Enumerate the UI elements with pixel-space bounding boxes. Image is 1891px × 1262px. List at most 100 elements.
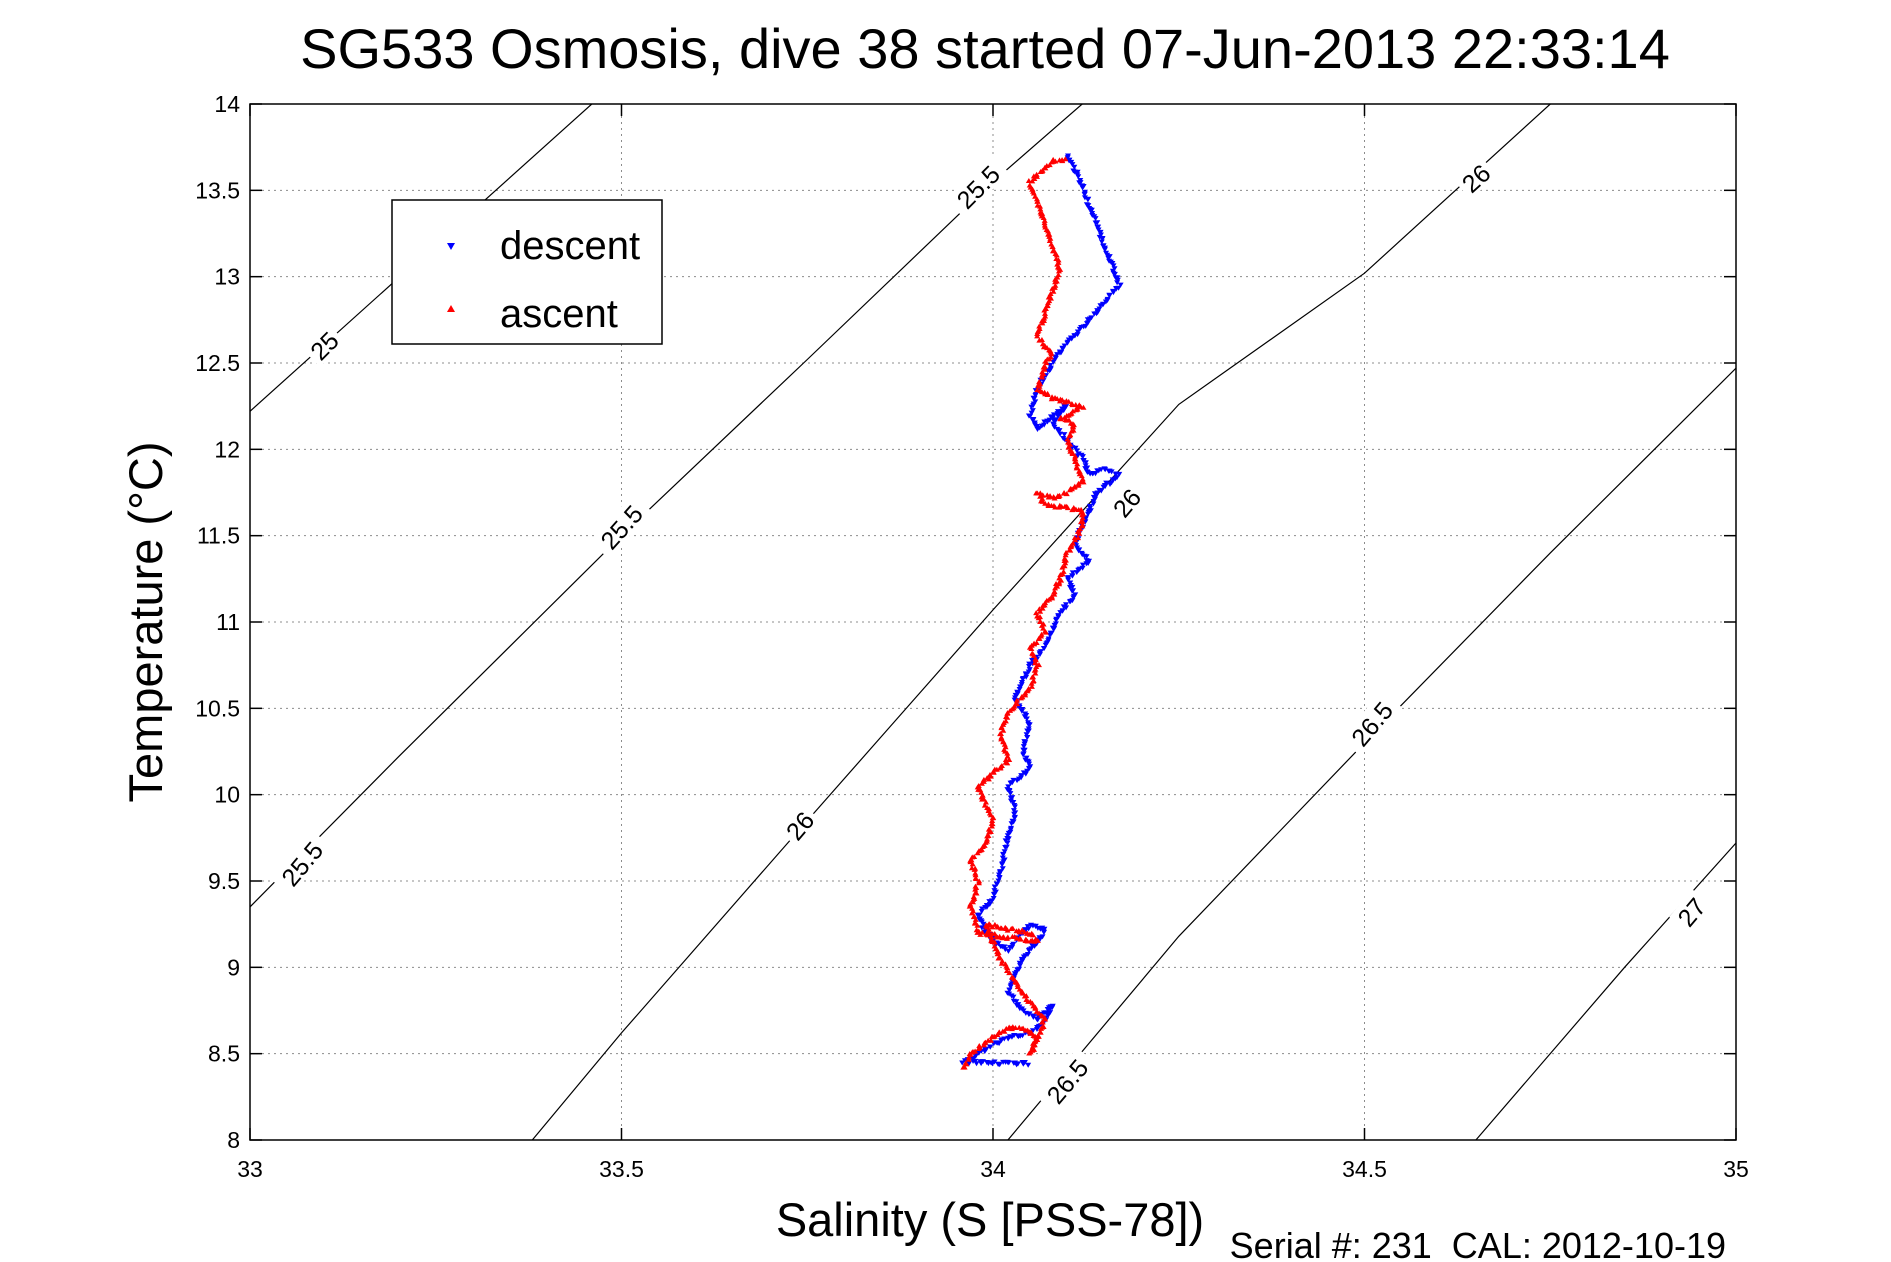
ascent-point — [1075, 535, 1082, 541]
x-tick-label: 33.5 — [599, 1156, 644, 1182]
x-tick-label: 35 — [1723, 1156, 1749, 1182]
descent-point — [1008, 821, 1015, 827]
ascent-point — [986, 772, 993, 778]
descent-point — [1091, 311, 1098, 317]
descent-point — [1053, 618, 1060, 624]
ascent-point — [1030, 674, 1037, 680]
ascent-point — [992, 946, 999, 952]
descent-point — [1029, 943, 1036, 949]
ascent-point — [1065, 444, 1072, 450]
ascent-point — [988, 934, 995, 940]
descent-point — [1072, 333, 1079, 339]
y-tick-label: 8 — [227, 1127, 240, 1153]
ascent-point — [1038, 498, 1045, 504]
contour-label-bg — [945, 154, 1010, 218]
ascent-point — [1002, 744, 1009, 750]
x-tick-label: 34.5 — [1342, 1156, 1387, 1182]
y-axis-label: Temperature (°C) — [119, 442, 172, 803]
ascent-point — [1070, 427, 1077, 433]
ascent-point — [1035, 662, 1042, 668]
ascent-point — [976, 1044, 983, 1050]
descent-point — [1079, 185, 1086, 191]
y-tick-label: 12 — [214, 436, 240, 462]
y-tick-label: 8.5 — [208, 1041, 240, 1067]
y-tick-label: 10 — [214, 782, 240, 808]
ascent-point — [1003, 1025, 1010, 1031]
contour-label-bg — [1669, 889, 1713, 934]
descent-point — [987, 1044, 994, 1050]
descent-point — [1020, 752, 1027, 758]
descent-point — [1117, 282, 1124, 288]
descent-point — [1014, 778, 1021, 784]
ascent-point — [1034, 198, 1041, 204]
descent-point — [1100, 484, 1107, 490]
descent-point — [993, 881, 1000, 887]
ascent-point — [1040, 318, 1047, 324]
ascent-point — [1032, 1038, 1039, 1044]
descent-point — [1010, 994, 1017, 1000]
ascent-point — [1045, 502, 1052, 508]
ascent-point — [1060, 568, 1067, 574]
ascent-point — [989, 815, 996, 821]
ascent-point — [1013, 697, 1020, 703]
ascent-point — [1020, 1025, 1027, 1031]
contour-label-bg — [301, 323, 346, 367]
descent-point — [979, 906, 986, 912]
descent-point — [973, 1061, 980, 1067]
contour-label-bg — [589, 493, 652, 559]
legend-ascent-label: ascent — [500, 292, 618, 336]
descent-point — [1024, 924, 1031, 930]
ascent-point — [1051, 248, 1058, 254]
descent-point — [1084, 317, 1091, 323]
ascent-point — [1025, 685, 1032, 691]
ascent-point — [968, 865, 975, 871]
descent-point — [991, 1059, 998, 1065]
descent-point — [1024, 952, 1031, 958]
ascent-point — [977, 931, 984, 937]
ascent-point — [973, 927, 980, 933]
ascent-point — [1042, 629, 1049, 635]
descent-point — [1076, 326, 1083, 332]
ascent-point — [1032, 670, 1039, 676]
descent-point — [1071, 164, 1078, 170]
ascent-point — [1033, 1008, 1040, 1014]
ascent-point — [1004, 753, 1011, 759]
descent-point — [1047, 1006, 1054, 1012]
descent-point — [991, 892, 998, 898]
descent-point — [1074, 329, 1081, 335]
ascent-point — [975, 782, 982, 788]
ascent-point — [1062, 156, 1069, 162]
ascent-point — [1063, 549, 1070, 555]
ascent-point — [988, 820, 995, 826]
ascent-point — [1064, 436, 1071, 442]
ascent-point — [1079, 521, 1086, 527]
descent-point — [1034, 1017, 1041, 1023]
descent-point — [1019, 677, 1026, 683]
ascent-point — [982, 1039, 989, 1045]
descent-point — [1073, 448, 1080, 454]
descent-point — [1014, 967, 1021, 973]
ascent-point — [982, 799, 989, 805]
descent-point — [1024, 768, 1031, 774]
ascent-series — [960, 156, 1087, 1070]
descent-point — [1088, 207, 1095, 213]
descent-point — [1057, 610, 1064, 616]
descent-point — [1026, 761, 1033, 767]
ascent-point — [997, 731, 1004, 737]
ascent-point — [1052, 251, 1059, 257]
descent-point — [1040, 646, 1047, 652]
descent-point — [1084, 321, 1091, 327]
contour-label-bg — [1104, 480, 1148, 525]
y-tick-label: 13 — [214, 264, 240, 290]
descent-point — [1085, 511, 1092, 517]
ascent-point — [1053, 255, 1060, 261]
descent-point — [1095, 224, 1102, 230]
ascent-point — [995, 949, 1002, 955]
ascent-point — [1033, 196, 1040, 202]
ascent-point — [1055, 272, 1062, 278]
ascent-point — [1030, 678, 1037, 684]
ascent-point — [1001, 1028, 1008, 1034]
descent-point — [1026, 663, 1033, 669]
descent-point — [1014, 1061, 1021, 1067]
ascent-point — [1046, 162, 1053, 168]
